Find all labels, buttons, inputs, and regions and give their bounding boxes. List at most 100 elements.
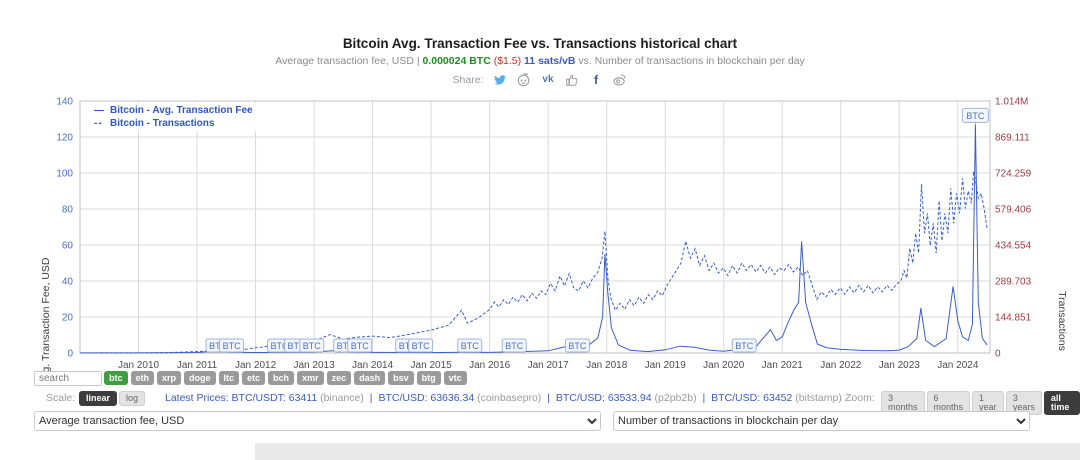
svg-text:Jan 2023: Jan 2023 <box>879 360 921 371</box>
svg-text:20: 20 <box>62 313 74 324</box>
legend-fee-line-symbol: — <box>94 105 105 116</box>
page-title: Bitcoin Avg. Transaction Fee vs. Transac… <box>342 36 738 51</box>
svg-text:579.406: 579.406 <box>995 205 1032 216</box>
latest-prices: Latest Prices: BTC/USDT: 63411 (binance)… <box>165 392 842 404</box>
svg-text:0: 0 <box>995 349 1001 360</box>
svg-text:Jan 2021: Jan 2021 <box>762 360 804 371</box>
coin-button-bsv[interactable]: bsv <box>388 371 414 385</box>
scale-buttons: linear log <box>79 391 146 406</box>
legend-item-fee: — Bitcoin - Avg. Transaction Fee <box>94 104 253 117</box>
share-vk-icon[interactable]: vk <box>542 74 554 85</box>
svg-text:60: 60 <box>62 241 74 252</box>
share-reddit-icon[interactable] <box>516 72 531 87</box>
svg-text:140: 140 <box>56 97 73 108</box>
svg-text:Jan 2019: Jan 2019 <box>645 360 687 371</box>
price-value[interactable]: 63636.34 <box>430 392 475 404</box>
coin-button-row: btc eth xrp doge ltc etc bch xmr zec das… <box>104 371 467 385</box>
coin-button-btg[interactable]: btg <box>416 371 441 385</box>
subtitle-prefix: Average transaction fee, USD | <box>275 55 423 67</box>
svg-text:BTC: BTC <box>351 341 370 351</box>
svg-text:Jan 2018: Jan 2018 <box>586 360 628 371</box>
svg-text:100: 100 <box>56 169 73 180</box>
svg-text:BTC: BTC <box>209 341 228 351</box>
svg-text:Jan 2016: Jan 2016 <box>469 360 511 371</box>
price-separator: | <box>369 392 373 404</box>
svg-text:BTC: BTC <box>461 341 480 351</box>
share-twitter-icon[interactable] <box>492 72 507 87</box>
svg-text:Jan 2020: Jan 2020 <box>703 360 745 371</box>
svg-text:BTC: BTC <box>399 341 418 351</box>
price-exchange: (coinbasepro) <box>477 392 542 404</box>
coin-button-etc[interactable]: etc <box>242 371 266 385</box>
svg-text:434.554: 434.554 <box>995 241 1032 252</box>
price-pair: BTC/USDT: <box>231 392 286 404</box>
svg-text:Jan 2013: Jan 2013 <box>294 360 336 371</box>
chart-canvas[interactable]: 0 0 20 144.851 40 289.703 60 434.554 80 579.406 10… <box>34 93 1068 385</box>
coin-button-dash[interactable]: dash <box>354 371 386 385</box>
legend-transactions-line-symbol: -- <box>94 118 103 129</box>
coin-button-zec[interactable]: zec <box>326 371 352 385</box>
share-label: Share: <box>452 73 484 86</box>
svg-text:869.111: 869.111 <box>995 133 1030 144</box>
svg-text:Jan 2024: Jan 2024 <box>937 360 979 371</box>
price-value[interactable]: 63452 <box>763 392 793 404</box>
share-facebook-icon[interactable]: f <box>593 72 598 87</box>
price-pair: BTC/USD: <box>711 392 761 404</box>
share-like-icon[interactable] <box>564 72 579 87</box>
scale-label: Scale: <box>46 392 76 404</box>
legend-item-transactions: -- Bitcoin - Transactions <box>94 117 253 130</box>
coin-button-ltc[interactable]: ltc <box>218 371 240 385</box>
svg-text:BTC: BTC <box>966 111 985 121</box>
subtitle-suffix: vs. Number of transactions in blockchain… <box>575 55 805 67</box>
coin-button-eth[interactable]: eth <box>130 371 154 385</box>
price-value[interactable]: 63533.94 <box>607 392 652 404</box>
zoom-all-time-button[interactable]: all time <box>1043 391 1080 415</box>
svg-text:BTC: BTC <box>412 341 431 351</box>
legend-fee-label: Bitcoin - Avg. Transaction Fee <box>110 105 253 116</box>
share-bar: Share: vk f <box>0 72 1080 87</box>
price-value[interactable]: 63411 <box>288 392 318 404</box>
search-input[interactable] <box>34 371 102 386</box>
subtitle-usd-value: ($1.5) <box>490 55 525 67</box>
svg-text:289.703: 289.703 <box>995 277 1032 288</box>
scale-linear-button[interactable]: linear <box>79 391 118 406</box>
chart-subtitle: Average transaction fee, USD | 0.000024 … <box>0 55 1080 67</box>
svg-text:144.851: 144.851 <box>995 313 1032 324</box>
svg-text:Jan 2010: Jan 2010 <box>118 360 160 371</box>
svg-text:80: 80 <box>62 205 74 216</box>
subtitle-btc-value: 0.000024 BTC <box>422 55 491 67</box>
legend-transactions-label: Bitcoin - Transactions <box>110 118 215 129</box>
right-series-select[interactable]: Number of transactions in blockchain per… <box>613 411 1030 431</box>
svg-text:Jan 2011: Jan 2011 <box>177 360 218 371</box>
coin-button-btc[interactable]: btc <box>104 371 128 385</box>
svg-text:BTC: BTC <box>568 341 587 351</box>
left-axis-title: Avg. Transaction Fee, USD <box>40 257 52 385</box>
price-separator: | <box>702 392 706 404</box>
left-series-select[interactable]: Average transaction fee, USD <box>34 411 601 431</box>
price-exchange: (p2pb2b) <box>654 392 697 404</box>
svg-text:0: 0 <box>67 349 73 360</box>
svg-text:1.014M: 1.014M <box>995 97 1028 108</box>
coin-button-xmr[interactable]: xmr <box>297 371 324 385</box>
zoom-label: Zoom: <box>845 392 875 404</box>
svg-text:Jan 2014: Jan 2014 <box>352 360 394 371</box>
price-exchange: (binance) <box>320 392 364 404</box>
price-pair: BTC/USD: <box>378 392 428 404</box>
svg-text:724.259: 724.259 <box>995 169 1032 180</box>
price-exchange: (bitstamp) <box>795 392 842 404</box>
chart-legend: — Bitcoin - Avg. Transaction Fee -- Bitcoi… <box>90 103 257 131</box>
price-separator: | <box>547 392 550 404</box>
coin-button-doge[interactable]: doge <box>184 371 216 385</box>
svg-text:BTC: BTC <box>288 341 307 351</box>
price-pair: BTC/USD: <box>555 392 605 404</box>
svg-text:Jan 2022: Jan 2022 <box>820 360 862 371</box>
coin-button-vtc[interactable]: vtc <box>443 371 467 385</box>
chart-plot: 0 0 20 144.851 40 289.703 60 434.554 80 579.406 10… <box>56 97 1032 372</box>
coin-button-xrp[interactable]: xrp <box>157 371 182 385</box>
coin-button-bch[interactable]: bch <box>268 371 295 385</box>
svg-text:BTC: BTC <box>735 341 754 351</box>
footer-strip <box>255 443 1080 460</box>
scale-log-button[interactable]: log <box>119 391 146 406</box>
share-weibo-icon[interactable] <box>612 72 627 87</box>
